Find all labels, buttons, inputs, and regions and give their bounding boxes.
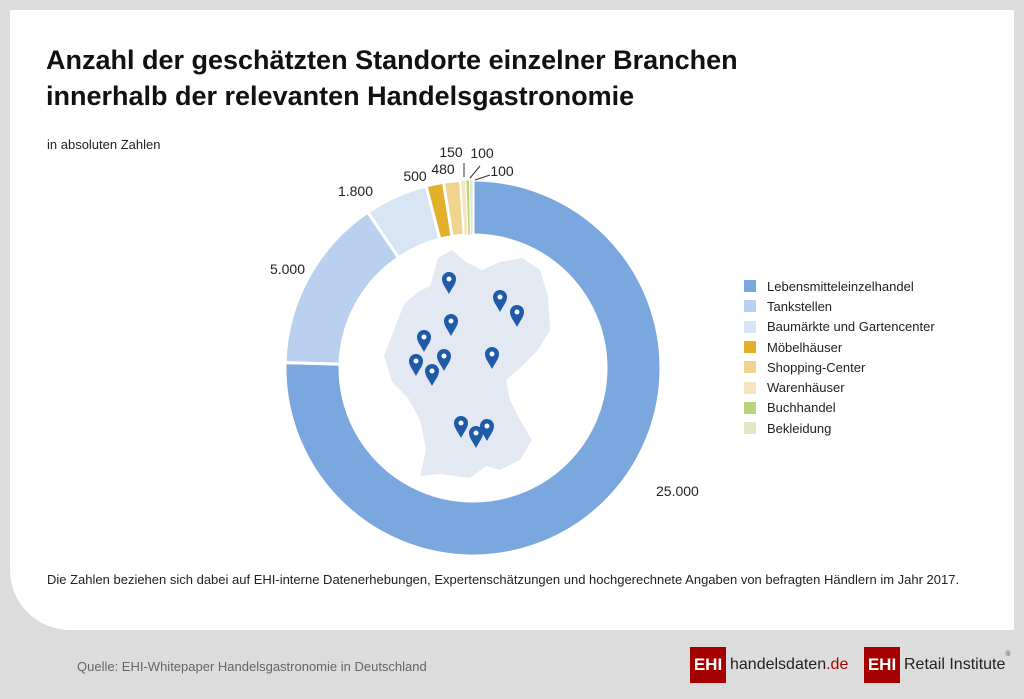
value-label-5: 150	[439, 144, 463, 160]
ehi-logo-box: EHI	[864, 647, 900, 683]
location-pin-icon	[444, 314, 458, 336]
value-label-6: 100	[470, 145, 494, 161]
registered-mark: ®	[1005, 651, 1011, 658]
leader-line	[469, 165, 481, 179]
footnote: Die Zahlen beziehen sich dabei auf EHI-i…	[47, 572, 960, 587]
legend-label: Bekleidung	[767, 420, 832, 436]
ehi-logo-box: EHI	[690, 647, 726, 683]
legend-item: Lebensmitteleinzelhandel	[744, 276, 935, 296]
value-label-0: 25.000	[656, 483, 699, 499]
legend-swatch	[744, 401, 756, 414]
germany-map	[384, 250, 550, 478]
legend: Lebensmitteleinzelhandel Tankstellen Baumä…	[744, 276, 935, 438]
value-label-4: 480	[431, 161, 455, 177]
legend-swatch	[744, 300, 756, 313]
legend-item: Shopping-Center	[744, 357, 935, 377]
legend-item: Tankstellen	[744, 296, 935, 316]
legend-item: Warenhäuser	[744, 377, 935, 397]
value-label-1: 5.000	[270, 261, 305, 277]
source-text: Quelle: EHI-Whitepaper Handelsgastronomi…	[77, 659, 427, 674]
location-pin-icon	[480, 419, 494, 441]
pin-dot	[458, 420, 464, 426]
legend-label: Möbelhäuser	[767, 339, 843, 355]
location-pin-icon	[425, 364, 439, 386]
pin-dot	[489, 351, 495, 357]
pin-dot	[421, 334, 427, 340]
legend-swatch	[744, 341, 756, 354]
location-pin-icon	[417, 330, 431, 352]
legend-swatch	[744, 361, 756, 374]
pin-dot	[429, 368, 435, 374]
pin-dot	[448, 318, 454, 324]
chart-title: Anzahl der geschätzten Standorte einzeln…	[46, 45, 738, 111]
logo-text: Retail Institute	[904, 656, 1006, 673]
handelsdaten-logo[interactable]: EHI handelsdaten.de	[690, 647, 848, 683]
legend-swatch	[744, 422, 756, 435]
legend-label: Lebensmitteleinzelhandel	[767, 278, 914, 294]
location-pin-icon	[409, 354, 423, 376]
chart-subtitle: in absoluten Zahlen	[47, 137, 161, 152]
pin-dot	[484, 423, 490, 429]
value-label-2: 1.800	[338, 183, 373, 199]
value-label-3: 500	[403, 168, 427, 184]
location-pin-icon	[469, 426, 483, 448]
location-pin-icon	[454, 416, 468, 438]
legend-item: Buchhandel	[744, 398, 935, 418]
slice-0	[283, 178, 663, 558]
pin-dot	[446, 276, 452, 282]
pin-dot	[497, 294, 503, 300]
pin-dot	[441, 353, 447, 359]
location-pin-icon	[493, 290, 507, 312]
legend-swatch	[744, 381, 756, 394]
location-pin-icon	[510, 305, 524, 327]
pin-dot	[413, 358, 419, 364]
legend-item: Bekleidung	[744, 418, 935, 438]
legend-item: Baumärkte und Gartencenter	[744, 317, 935, 337]
value-label-7: 100	[490, 163, 514, 179]
location-pin-icon	[437, 349, 451, 371]
location-pin-icon	[485, 347, 499, 369]
legend-label: Shopping-Center	[767, 359, 866, 375]
legend-swatch	[744, 280, 756, 293]
logo-text: handelsdaten.de	[730, 656, 849, 673]
pin-dot	[473, 430, 479, 436]
legend-swatch	[744, 320, 756, 333]
location-pin-icon	[442, 272, 456, 294]
legend-item: Möbelhäuser	[744, 337, 935, 357]
pin-dot	[514, 309, 520, 315]
legend-label: Warenhäuser	[767, 380, 845, 396]
legend-label: Baumärkte und Gartencenter	[767, 319, 935, 335]
slice-7	[468, 179, 474, 236]
ehi-retail-institute-logo[interactable]: EHI Retail Institute ®	[864, 647, 1011, 683]
legend-label: Buchhandel	[767, 400, 836, 416]
leader-line	[474, 174, 491, 181]
legend-label: Tankstellen	[767, 298, 833, 314]
